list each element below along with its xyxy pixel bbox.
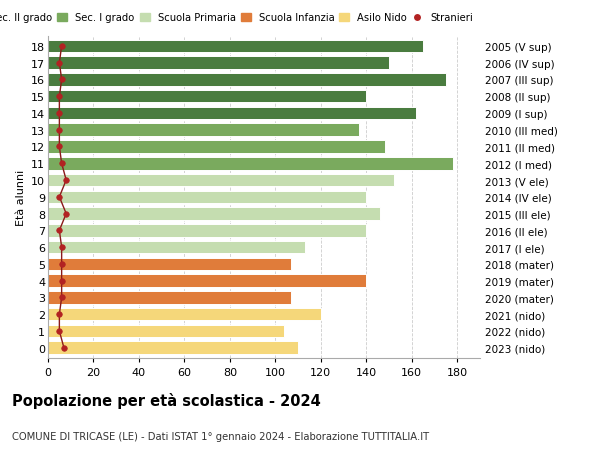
Bar	[48, 57, 389, 70]
Bar	[48, 91, 367, 103]
Bar	[48, 191, 367, 204]
Bar	[48, 208, 380, 220]
Bar	[48, 124, 359, 137]
Text: COMUNE DI TRICASE (LE) - Dati ISTAT 1° gennaio 2024 - Elaborazione TUTTITALIA.IT: COMUNE DI TRICASE (LE) - Dati ISTAT 1° g…	[12, 431, 429, 442]
Legend: Sec. II grado, Sec. I grado, Scuola Primaria, Scuola Infanzia, Asilo Nido, Stran: Sec. II grado, Sec. I grado, Scuola Prim…	[0, 11, 475, 25]
Bar	[48, 241, 305, 254]
Bar	[48, 74, 446, 86]
Bar	[48, 141, 385, 153]
Bar	[48, 325, 284, 337]
Bar	[48, 291, 291, 304]
Text: Popolazione per età scolastica - 2024: Popolazione per età scolastica - 2024	[12, 392, 321, 409]
Y-axis label: Età alunni: Età alunni	[16, 169, 26, 225]
Bar	[48, 224, 367, 237]
Bar	[48, 258, 291, 271]
Bar	[48, 308, 321, 321]
Bar	[48, 275, 367, 287]
Bar	[48, 341, 298, 354]
Bar	[48, 40, 423, 53]
Bar	[48, 174, 394, 187]
Bar	[48, 107, 416, 120]
Bar	[48, 157, 453, 170]
